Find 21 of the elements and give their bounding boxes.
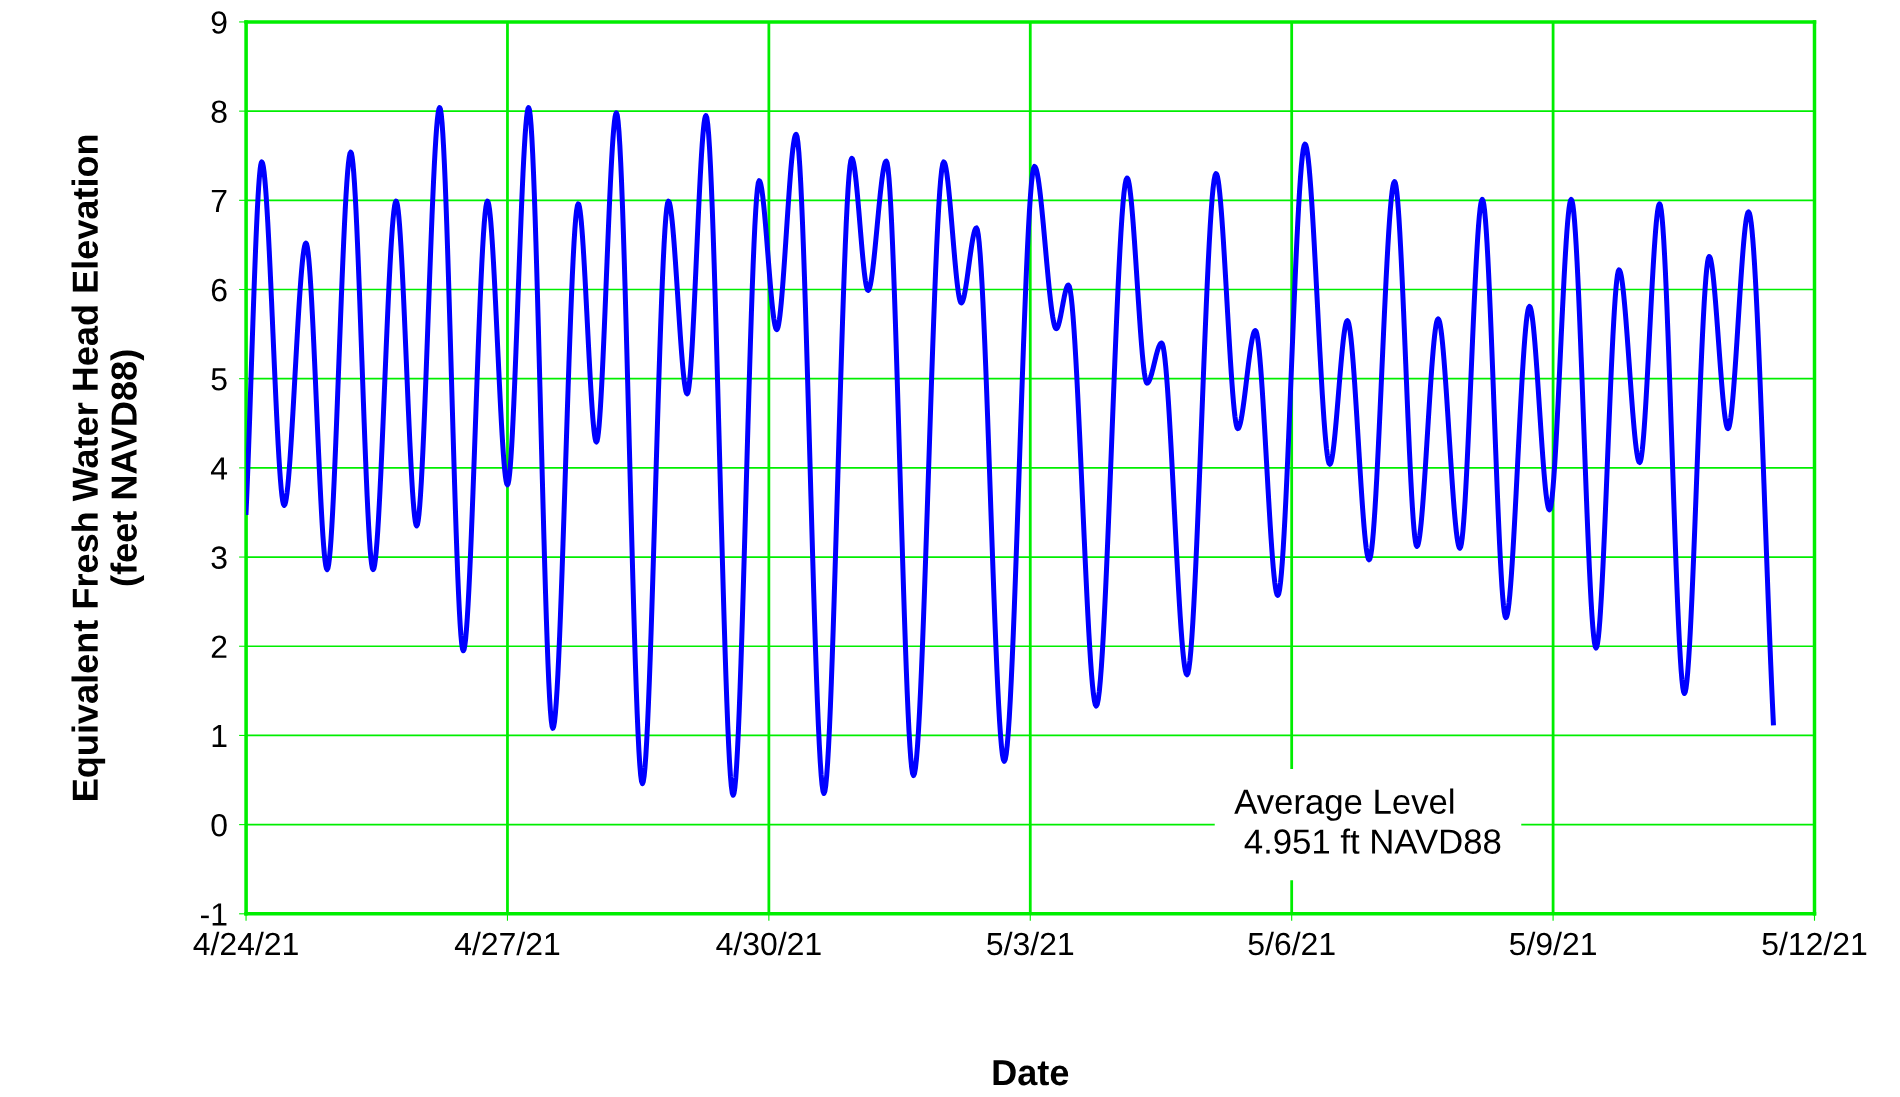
y-tick-label: 1: [212, 725, 227, 747]
x-tick-label: 5/9/21: [1509, 931, 1596, 956]
y-tick-label: 3: [211, 546, 227, 569]
x-tick-label: 4/27/21: [454, 931, 560, 956]
y-axis-title: Equivalent Fresh Water Head Elevation (feet NAVD88): [71, 135, 145, 800]
y-tick-label: -1: [201, 903, 227, 926]
y-tick-label: 2: [211, 635, 227, 658]
y-tick-label: 6: [211, 278, 227, 302]
x-tick-label: 5/3/21: [987, 931, 1074, 956]
y-tick-label: 5: [211, 368, 227, 391]
x-tick-label: 5/12/21: [1762, 931, 1867, 956]
y-tick-label: 8: [211, 100, 227, 124]
y-tick-label: 4: [210, 457, 228, 480]
y-tick-label: 7: [211, 189, 227, 212]
y-tick-label: 9: [211, 11, 227, 34]
y-tick-label: 0: [211, 813, 227, 837]
x-tick-label: 4/24/21: [193, 931, 298, 956]
x-axis-title: Date: [993, 1060, 1069, 1086]
annotation: Average Level 4.951 ft NAVD88: [1234, 788, 1501, 854]
x-tick-label: 4/30/21: [716, 931, 821, 956]
x-tick-label: 5/6/21: [1248, 931, 1335, 956]
